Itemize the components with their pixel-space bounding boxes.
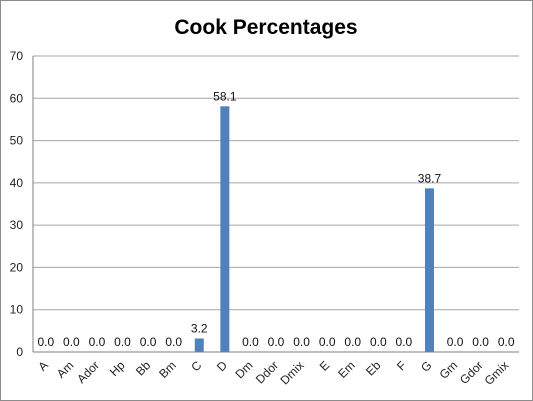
- y-axis-ticks: 0 10 20 30 40 50 60 70: [10, 49, 24, 359]
- chart-title: Cook Percentages: [174, 16, 357, 39]
- data-labels: 0.0 0.0 0.0 0.0 0.0 0.0 3.2 58.1 0.0 0.0 0.0 0.0 0.0…: [37, 89, 514, 349]
- gridlines: [33, 55, 519, 311]
- x-tick-label: G: [418, 358, 435, 375]
- bar: [220, 106, 230, 352]
- data-label: 0.0: [140, 335, 157, 349]
- x-tick-label: Em: [335, 358, 358, 381]
- data-label: 0.0: [242, 335, 259, 349]
- data-label: 0.0: [37, 335, 54, 349]
- data-label: 0.0: [165, 335, 182, 349]
- y-tick-label: 30: [10, 218, 24, 232]
- data-label: 0.0: [472, 335, 489, 349]
- x-tick-label: Eb: [363, 358, 384, 379]
- x-tick-label: Gdor: [457, 358, 486, 387]
- bars: [194, 106, 434, 352]
- x-tick-label: A: [35, 358, 51, 374]
- x-tick-label: E: [317, 358, 333, 374]
- data-label: 0.0: [268, 335, 285, 349]
- x-tick-label: C: [188, 358, 204, 374]
- data-label: 0.0: [447, 335, 464, 349]
- y-tick-label: 50: [10, 134, 24, 148]
- data-label: 0.0: [396, 335, 413, 349]
- x-tick-label: Gm: [437, 358, 461, 382]
- data-label: 38.7: [418, 171, 442, 185]
- y-tick-label: 10: [10, 303, 24, 317]
- x-tick-label: D: [214, 358, 230, 374]
- data-label: 0.0: [498, 335, 515, 349]
- data-label: 0.0: [344, 335, 361, 349]
- y-tick-label: 20: [10, 260, 24, 274]
- data-label: 0.0: [63, 335, 80, 349]
- data-label: 0.0: [114, 335, 131, 349]
- x-tick-label: F: [394, 358, 409, 373]
- y-tick-label: 60: [10, 91, 24, 105]
- x-tick-label: Bb: [133, 358, 154, 379]
- x-tick-label: Ddor: [253, 358, 281, 386]
- data-label: 0.0: [370, 335, 387, 349]
- x-tick-label: Dm: [232, 358, 255, 381]
- x-tick-label: Dmix: [277, 358, 306, 387]
- x-tick-label: Bm: [156, 358, 179, 381]
- data-label: 58.1: [213, 89, 237, 103]
- data-label: 3.2: [191, 321, 208, 335]
- y-tick-label: 40: [10, 176, 24, 190]
- y-tick-label: 0: [16, 345, 23, 359]
- data-label: 0.0: [319, 335, 336, 349]
- bar: [194, 338, 204, 352]
- x-tick-label: Gmix: [482, 358, 512, 388]
- x-tick-label: Ador: [74, 358, 102, 386]
- data-label: 0.0: [89, 335, 106, 349]
- x-tick-label: Hp: [107, 358, 128, 379]
- y-tick-label: 70: [10, 49, 24, 63]
- bar: [424, 188, 434, 352]
- data-label: 0.0: [293, 335, 310, 349]
- x-tick-label: Am: [54, 358, 77, 381]
